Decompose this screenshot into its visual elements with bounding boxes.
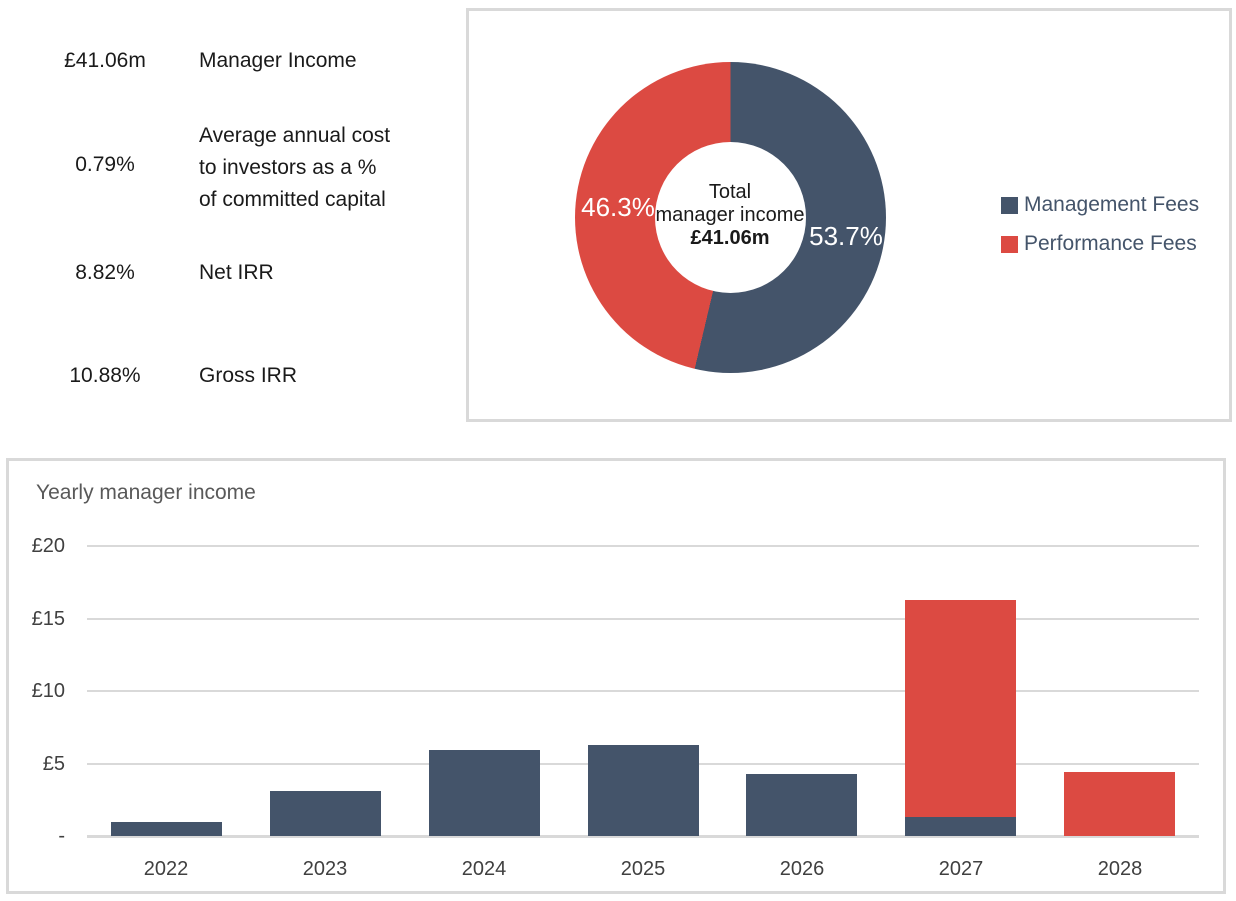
metric-value-manager-income: £41.06m <box>64 49 146 72</box>
metric-label-manager-income: Manager Income <box>199 49 357 72</box>
bar-2024-management-fees <box>428 750 540 836</box>
x-tick-2028: 2028 <box>1097 858 1143 880</box>
legend-item-performance-fees: Performance Fees <box>1001 232 1199 256</box>
metric-label-avg-annual-cost: Average annual cost to investors as a % … <box>199 124 391 211</box>
bar-2028-performance-fees <box>1064 772 1176 836</box>
x-tick-2026: 2026 <box>779 858 825 880</box>
legend-label-performance-fees: Performance Fees <box>1024 232 1197 255</box>
bar-2026 <box>746 773 858 836</box>
gridline <box>87 690 1199 692</box>
bar-2027-performance-fees <box>905 599 1017 818</box>
bar-2027-management-fees <box>905 817 1017 836</box>
bar-2028 <box>1064 772 1176 836</box>
management-fees-slice-label: 53.7% <box>809 221 883 251</box>
bar-2027 <box>905 599 1017 836</box>
x-tick-2027: 2027 <box>938 858 984 880</box>
x-tick-2022: 2022 <box>143 858 189 880</box>
bar-2022 <box>110 821 222 836</box>
bar-plot-area <box>87 545 1199 838</box>
y-tick-20: £20 <box>31 535 65 557</box>
metric-value-gross-irr: 10.88% <box>69 364 141 387</box>
manager-income-donut-panel: Total manager income £41.06m 46.3% 53.7%… <box>466 8 1232 422</box>
metric-value-net-irr: 8.82% <box>75 261 135 284</box>
metric-label-gross-irr: Gross IRR <box>199 364 298 387</box>
legend-item-management-fees: Management Fees <box>1001 193 1199 217</box>
x-tick-2023: 2023 <box>302 858 348 880</box>
x-axis-baseline <box>87 835 1199 838</box>
legend-label-management-fees: Management Fees <box>1024 193 1200 216</box>
donut-legend: Management Fees Performance Fees <box>1001 193 1199 271</box>
y-tick-0: - <box>58 825 65 847</box>
donut-center-line2: manager income <box>655 204 805 226</box>
performance-fees-slice-label: 46.3% <box>581 192 655 222</box>
bar-2026-management-fees <box>746 773 858 836</box>
metric-value-avg-annual-cost: 0.79% <box>75 153 135 176</box>
bar-2025-management-fees <box>587 744 699 836</box>
bar-2023 <box>269 791 381 836</box>
bar-2024 <box>428 750 540 836</box>
performance-fees-swatch-icon <box>1001 235 1018 253</box>
x-tick-2025: 2025 <box>620 858 666 880</box>
y-tick-10: £10 <box>31 680 65 702</box>
management-fees-swatch-icon <box>1001 196 1018 214</box>
bar-2025 <box>587 744 699 836</box>
gridline <box>87 545 1199 547</box>
x-tick-2024: 2024 <box>461 858 507 880</box>
yearly-income-bar-panel: Yearly manager income £20 £15 £10 £5 - 2… <box>6 458 1226 894</box>
donut-center-line1: Total <box>708 181 752 203</box>
y-tick-5: £5 <box>42 753 65 775</box>
bar-2022-management-fees <box>110 821 222 836</box>
y-tick-15: £15 <box>31 608 65 630</box>
donut-center-total: £41.06m <box>690 227 770 249</box>
bar-2023-management-fees <box>269 791 381 836</box>
bar-chart-title: Yearly manager income <box>36 481 256 504</box>
donut-chart: Total manager income £41.06m <box>575 62 886 373</box>
metric-label-net-irr: Net IRR <box>199 261 274 284</box>
gridline <box>87 617 1199 620</box>
donut-hole <box>655 142 806 293</box>
donut-center-label: Total manager income £41.06m <box>630 181 830 250</box>
